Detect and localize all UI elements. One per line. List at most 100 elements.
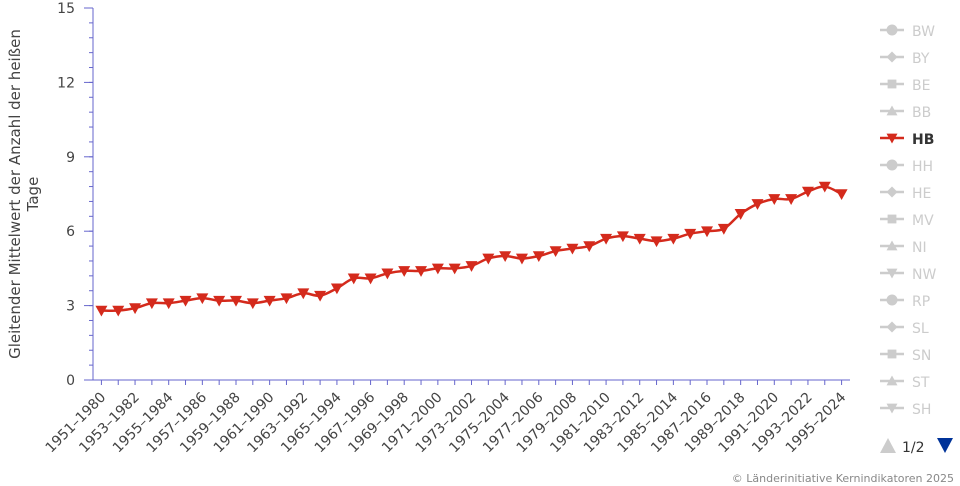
data-point[interactable] xyxy=(448,263,461,275)
legend-label: RP xyxy=(912,294,930,310)
legend-label: SH xyxy=(912,402,931,418)
legend-item-MV[interactable]: MV xyxy=(880,213,934,229)
legend-label: HE xyxy=(912,186,931,202)
legend-marker-icon xyxy=(887,349,897,359)
legend-label: NI xyxy=(912,240,927,256)
data-point[interactable] xyxy=(482,253,495,265)
data-point[interactable] xyxy=(701,226,714,238)
y-tick-label: 3 xyxy=(66,299,75,315)
data-point[interactable] xyxy=(415,266,428,277)
legend-item-RP[interactable]: RP xyxy=(880,294,930,310)
legend-label: SN xyxy=(912,348,931,364)
y-tick-label: 12 xyxy=(57,75,75,91)
data-point[interactable] xyxy=(583,241,596,253)
legend-label: BW xyxy=(912,24,935,40)
pager-up-icon[interactable] xyxy=(880,438,896,453)
data-point[interactable] xyxy=(246,298,259,310)
data-point[interactable] xyxy=(499,251,512,262)
data-point[interactable] xyxy=(734,209,747,220)
data-point[interactable] xyxy=(566,243,579,255)
legend-item-ST[interactable]: ST xyxy=(880,375,930,391)
y-tick-label: 6 xyxy=(66,224,75,240)
data-point[interactable] xyxy=(650,236,663,248)
data-point[interactable] xyxy=(515,253,528,265)
data-point[interactable] xyxy=(112,305,125,317)
pager-label: 1/2 xyxy=(902,440,925,456)
legend-marker-icon xyxy=(886,51,898,63)
legend-marker-icon xyxy=(887,79,897,89)
data-point[interactable] xyxy=(196,293,209,305)
data-point[interactable] xyxy=(95,305,108,317)
data-point[interactable] xyxy=(633,233,646,245)
y-axis-title-line: Gleitender Mittelwert der Anzahl der hei… xyxy=(6,29,24,359)
legend-item-BY[interactable]: BY xyxy=(880,51,930,67)
data-point[interactable] xyxy=(684,228,697,240)
legend-item-HB[interactable]: HB xyxy=(880,132,934,148)
data-point[interactable] xyxy=(785,194,798,205)
legend-pager: 1/2 xyxy=(880,438,953,456)
legend-label: HB xyxy=(912,132,934,148)
data-point[interactable] xyxy=(263,295,276,307)
data-point[interactable] xyxy=(768,194,781,205)
legend-item-NI[interactable]: NI xyxy=(880,240,927,256)
y-tick-label: 9 xyxy=(66,150,75,166)
data-point[interactable] xyxy=(129,303,142,315)
legend-marker-icon xyxy=(886,294,898,306)
data-point[interactable] xyxy=(347,273,360,285)
legend-item-BE[interactable]: BE xyxy=(880,78,930,94)
data-point[interactable] xyxy=(179,295,192,307)
data-point[interactable] xyxy=(549,246,562,258)
legend-item-SL[interactable]: SL xyxy=(880,321,929,337)
legend-item-SN[interactable]: SN xyxy=(880,348,931,364)
legend-marker-icon xyxy=(886,24,898,36)
legend-marker-icon xyxy=(886,375,898,386)
legend-marker-icon xyxy=(886,403,898,414)
legend-marker-icon xyxy=(887,214,897,224)
legend-label: BY xyxy=(912,51,930,67)
data-point[interactable] xyxy=(364,273,377,285)
y-axis: 0 3 6 9 12 15 xyxy=(57,1,94,389)
data-point[interactable] xyxy=(162,298,175,310)
data-point[interactable] xyxy=(213,295,226,307)
data-point[interactable] xyxy=(835,189,848,200)
data-point[interactable] xyxy=(667,233,680,245)
data-point[interactable] xyxy=(751,199,764,210)
data-point[interactable] xyxy=(717,223,730,235)
legend-marker-icon xyxy=(886,186,898,198)
legend-label: BE xyxy=(912,78,930,94)
legend-label: HH xyxy=(912,159,933,175)
data-point[interactable] xyxy=(465,261,478,272)
pager-down-icon[interactable] xyxy=(937,438,953,453)
data-point[interactable] xyxy=(532,251,545,262)
legend-item-BB[interactable]: BB xyxy=(880,105,931,121)
y-tick-label: 0 xyxy=(66,373,75,389)
data-point[interactable] xyxy=(330,283,343,295)
legend-item-HH[interactable]: HH xyxy=(880,159,933,175)
data-point[interactable] xyxy=(818,181,831,193)
data-point[interactable] xyxy=(145,298,158,310)
data-point[interactable] xyxy=(381,268,394,280)
credits[interactable]: © Länderinitiative Kernindikatoren 2025 xyxy=(732,472,954,485)
data-point[interactable] xyxy=(280,293,293,305)
series-layer xyxy=(95,181,848,317)
legend-item-NW[interactable]: NW xyxy=(880,267,936,283)
data-point[interactable] xyxy=(616,231,629,243)
data-point[interactable] xyxy=(297,288,310,300)
data-point[interactable] xyxy=(314,290,327,302)
y-axis-title: Gleitender Mittelwert der Anzahl der hei… xyxy=(6,29,42,359)
series-line-HB xyxy=(101,185,843,312)
legend-marker-icon xyxy=(886,159,898,171)
legend-marker-icon xyxy=(886,240,898,251)
y-tick-label: 15 xyxy=(57,1,75,17)
data-point[interactable] xyxy=(431,263,444,275)
legend-label: ST xyxy=(912,375,930,391)
legend-item-SH[interactable]: SH xyxy=(880,402,931,418)
data-point[interactable] xyxy=(600,233,613,245)
data-point[interactable] xyxy=(801,186,814,198)
data-point[interactable] xyxy=(229,295,242,307)
y-axis-title-line: Tage xyxy=(24,177,42,213)
legend-item-HE[interactable]: HE xyxy=(880,186,931,202)
data-point[interactable] xyxy=(398,266,411,277)
legend-item-BW[interactable]: BW xyxy=(880,24,935,40)
